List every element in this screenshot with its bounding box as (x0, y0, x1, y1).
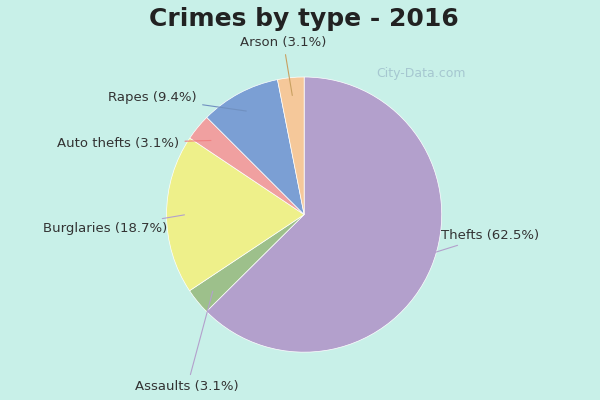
Wedge shape (206, 77, 442, 352)
Title: Crimes by type - 2016: Crimes by type - 2016 (149, 7, 459, 31)
Wedge shape (277, 77, 304, 214)
Text: Thefts (62.5%): Thefts (62.5%) (415, 229, 539, 259)
Wedge shape (190, 214, 304, 312)
Text: Burglaries (18.7%): Burglaries (18.7%) (43, 215, 184, 235)
Text: Assaults (3.1%): Assaults (3.1%) (136, 291, 239, 393)
Text: Rapes (9.4%): Rapes (9.4%) (109, 91, 246, 111)
Wedge shape (167, 138, 304, 291)
Wedge shape (207, 80, 304, 214)
Text: Arson (3.1%): Arson (3.1%) (241, 36, 326, 96)
Text: City-Data.com: City-Data.com (376, 67, 466, 80)
Wedge shape (190, 117, 304, 214)
Text: Auto thefts (3.1%): Auto thefts (3.1%) (58, 136, 211, 150)
